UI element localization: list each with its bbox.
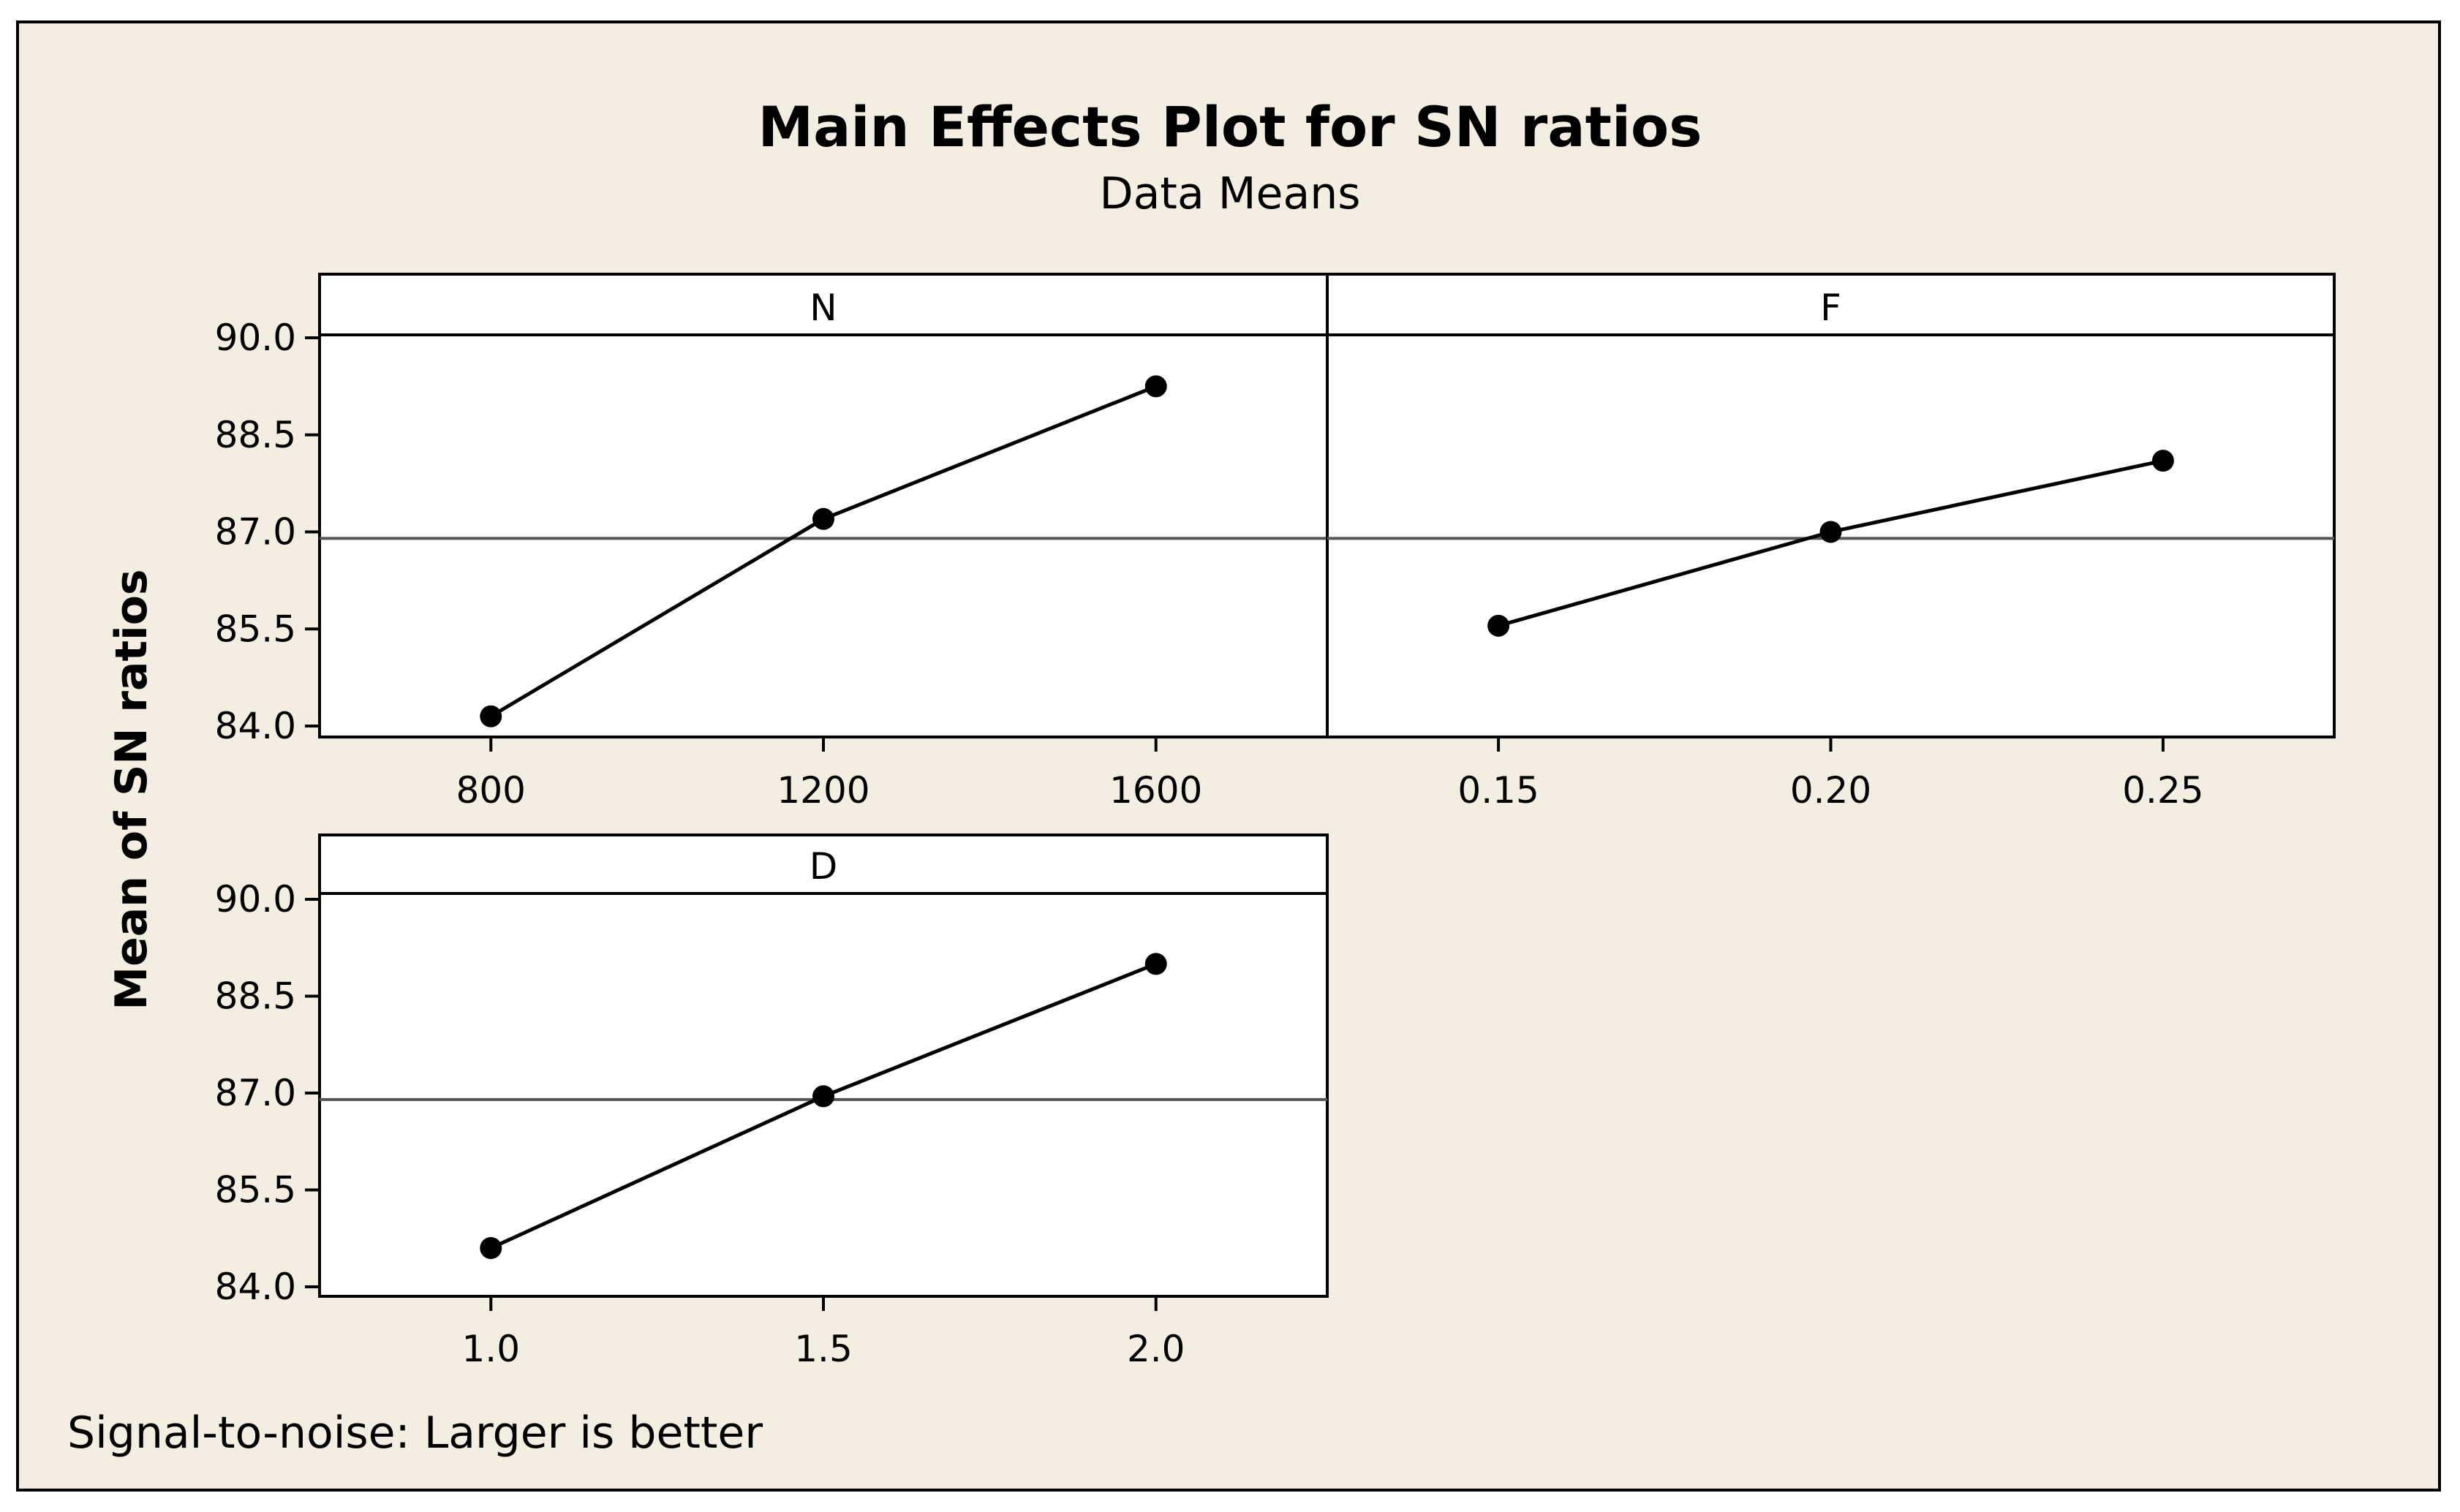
x-tick-label: 1.5 [794, 1328, 853, 1370]
x-tick-label: 0.15 [1457, 769, 1539, 812]
x-tick-label: 800 [456, 769, 526, 812]
y-tick-label: 87.0 [215, 1072, 296, 1114]
data-point [1487, 614, 1510, 637]
data-point [812, 1085, 834, 1108]
y-axis-label: Mean of SN ratios [106, 569, 157, 1010]
data-point [1144, 953, 1167, 975]
panel-frame [318, 834, 1329, 1298]
panel-label-n: N [810, 287, 837, 329]
y-tick-label: 84.0 [215, 705, 296, 747]
y-tick-label: 84.0 [215, 1266, 296, 1308]
x-tick-label: 0.25 [2122, 769, 2203, 812]
y-tick-label: 85.5 [215, 1169, 296, 1212]
y-tick-label: 85.5 [215, 608, 296, 650]
panel-label-d: D [810, 845, 838, 888]
chart-subtitle: Data Means [1099, 168, 1360, 219]
panel-f: F 0.15 0.20 0.25 [1326, 273, 2336, 812]
data-point [2151, 450, 2174, 472]
panel-n: N 84.0 85.5 87.0 88.5 90.0 800 1200 1600 [215, 273, 1329, 812]
y-tick-label: 90.0 [215, 878, 296, 921]
data-point [480, 705, 502, 727]
x-tick-label: 1600 [1109, 769, 1202, 812]
x-tick-label: 1.0 [461, 1328, 520, 1370]
y-tick-label: 88.5 [215, 975, 296, 1018]
y-tick-label: 87.0 [215, 511, 296, 553]
panel-frame [1326, 273, 2336, 738]
data-point [812, 507, 834, 530]
y-tick-label: 88.5 [215, 414, 296, 456]
footnote: Signal-to-noise: Larger is better [67, 1407, 763, 1459]
x-tick-label: 0.20 [1790, 769, 1871, 812]
data-point [480, 1237, 502, 1259]
x-tick-label: 2.0 [1127, 1328, 1185, 1370]
chart-title: Main Effects Plot for SN ratios [758, 94, 1702, 159]
data-point [1819, 521, 1842, 543]
panels-layer: N 84.0 85.5 87.0 88.5 90.0 800 1200 1600 F 0.15 0.2… [215, 273, 2336, 1370]
panel-label-f: F [1820, 287, 1841, 329]
data-point [1144, 375, 1167, 398]
panel-frame [318, 273, 1329, 738]
y-tick-label: 90.0 [215, 317, 296, 359]
panel-d: D 84.0 85.5 87.0 88.5 90.0 1.0 1.5 2.0 [215, 834, 1329, 1370]
x-tick-label: 1200 [777, 769, 869, 812]
